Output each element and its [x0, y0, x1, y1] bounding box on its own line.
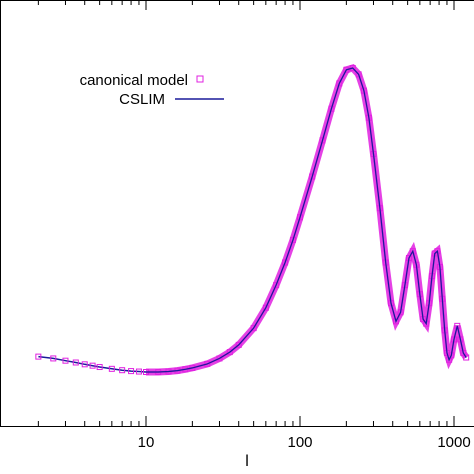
cslim-line-overlay: [146, 67, 467, 373]
canonical-model-point: [72, 359, 79, 366]
legend: canonical model CSLIM: [80, 72, 224, 108]
canonical-model-point: [119, 367, 126, 374]
canonical-model-series: [35, 64, 470, 376]
canonical-model-point: [62, 357, 69, 364]
x-tick-label: 10: [138, 434, 155, 451]
canonical-model-point: [81, 361, 88, 368]
canonical-model-point: [128, 368, 135, 375]
plot-frame: [0, 0, 474, 427]
canonical-model-dense-markers: [146, 64, 470, 376]
legend-label-canonical-model: canonical model: [80, 72, 188, 89]
x-axis-label: l: [245, 453, 249, 470]
canonical-model-point: [50, 355, 57, 362]
canonical-model-point: [135, 368, 142, 375]
canonical-model-point: [108, 365, 115, 372]
canonical-model-point: [96, 364, 103, 371]
x-axis-ticks: 10 100 1000: [37, 0, 471, 451]
legend-label-cslim: CSLIM: [119, 91, 165, 108]
x-tick-label: 1000: [437, 434, 470, 451]
canonical-model-point: [35, 353, 42, 360]
legend-marker-square: [196, 75, 204, 83]
x-tick-label: 100: [287, 434, 312, 451]
canonical-model-point: [89, 362, 96, 369]
